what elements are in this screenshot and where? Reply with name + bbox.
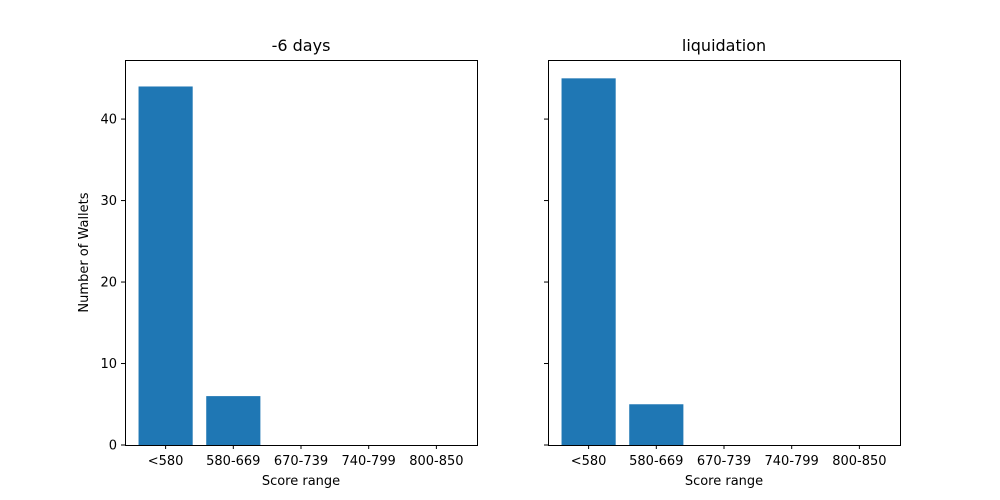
x-tick-label: 670-739 [697, 454, 751, 469]
x-tick-label: 740-799 [765, 454, 819, 469]
x-tick-label: 670-739 [274, 454, 328, 469]
x-tick-label: 580-669 [206, 454, 260, 469]
x-tick-label: 800-850 [832, 454, 886, 469]
bar-1-0 [561, 78, 616, 445]
x-tick-label: <580 [571, 454, 607, 469]
chart-panel-1: <580 580-669 670-739 740-799 800-850 liquidat… [544, 36, 901, 489]
x-tick-label: <580 [148, 454, 184, 469]
bar-1-1 [629, 404, 684, 445]
y-tick-label: 40 [100, 113, 117, 128]
chart-title: liquidation [682, 36, 766, 55]
x-tick-label: 740-799 [342, 454, 396, 469]
y-tick-label: 10 [100, 357, 117, 372]
bar-0-0 [138, 86, 193, 446]
y-tick-label: 30 [100, 194, 117, 209]
x-axis-label: Score range [262, 474, 340, 489]
x-tick-label: 800-850 [409, 454, 463, 469]
chart-panel-0: <580 580-669 670-739 740-799 800-850 0 10 20 30 4… [77, 36, 478, 489]
chart-title: -6 days [272, 36, 331, 55]
y-tick-label: 20 [100, 276, 117, 291]
y-axis-label: Number of Wallets [77, 192, 92, 312]
y-tick-label: 0 [109, 439, 117, 454]
x-tick-label: 580-669 [629, 454, 683, 469]
x-axis-label: Score range [685, 474, 763, 489]
bar-0-1 [206, 396, 261, 445]
